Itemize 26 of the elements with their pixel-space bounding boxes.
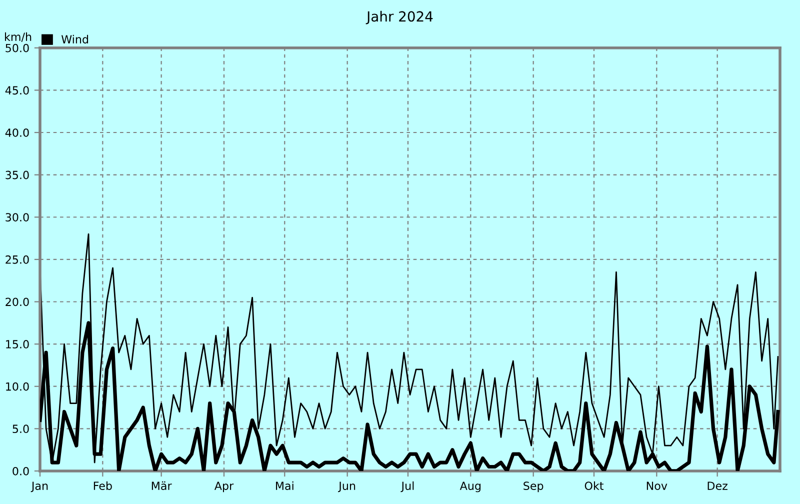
y-tick-label: 45.0 [5,86,29,95]
legend-label: Wind [61,34,88,44]
y-tick-label: 35.0 [6,170,29,180]
x-tick-label: Apr [214,482,234,492]
y-tick-label: 25.0 [6,255,29,264]
x-tick-label: Nov [646,482,668,490]
x-tick-label: Jan [30,482,48,492]
x-tick-label: Mai [276,481,294,490]
x-tick-label: Sep [524,482,544,492]
chart-title: Jahr 2024 [366,10,433,24]
y-tick-label: 5.0 [12,424,29,434]
x-tick-label: Dez [708,482,728,490]
x-tick-label: Jun [338,482,356,492]
x-tick-label: Feb [94,481,112,490]
y-tick-label: 10.0 [6,382,29,391]
x-tick-label: Mär [152,481,172,490]
y-tick-label: 15.0 [6,340,29,348]
y-tick-label: 40.0 [5,128,29,137]
y-tick-label: 0.0 [12,466,29,476]
x-tick-label: Aug [460,482,480,492]
y-tick-label: 20.0 [6,298,29,306]
y-tick-label: 30.0 [6,213,29,222]
x-tick-label: Jul [400,481,414,492]
x-tick-label: Okt [584,481,604,490]
y-tick-label: 50.0 [6,44,29,52]
y-axis-title: km/h [5,32,32,42]
